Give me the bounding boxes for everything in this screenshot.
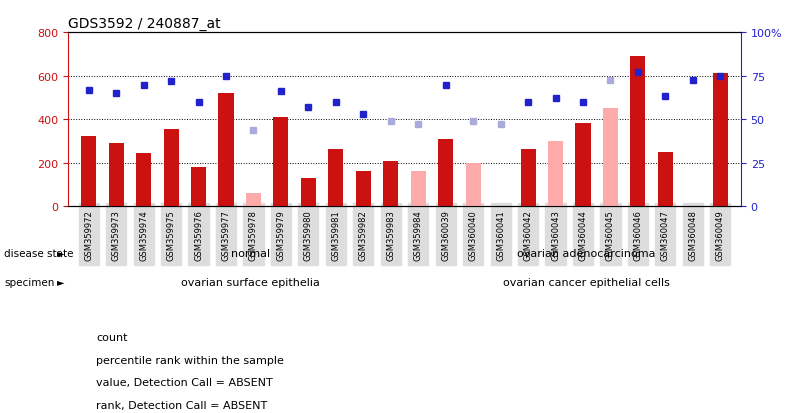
Bar <box>658 152 673 206</box>
Bar <box>191 168 206 206</box>
Bar <box>465 163 481 206</box>
Bar <box>109 144 123 206</box>
Bar <box>136 153 151 206</box>
Bar <box>356 172 371 206</box>
Text: rank, Detection Call = ABSENT: rank, Detection Call = ABSENT <box>96 400 268 410</box>
Bar <box>273 118 288 206</box>
Text: disease state: disease state <box>4 248 74 258</box>
Bar <box>219 94 234 206</box>
Bar <box>246 193 261 206</box>
Bar <box>163 130 179 206</box>
Bar <box>575 124 590 206</box>
Text: ►: ► <box>57 277 64 287</box>
Text: count: count <box>96 332 127 342</box>
Text: specimen: specimen <box>4 277 54 287</box>
Bar <box>301 178 316 206</box>
Text: GDS3592 / 240887_at: GDS3592 / 240887_at <box>68 17 221 31</box>
Text: ovarian adenocarcinoma: ovarian adenocarcinoma <box>517 248 656 258</box>
Bar <box>411 172 426 206</box>
Bar <box>548 142 563 206</box>
Text: normal: normal <box>231 248 270 258</box>
Bar <box>603 109 618 206</box>
Bar <box>521 150 536 206</box>
Bar <box>630 57 646 206</box>
Bar <box>383 162 398 206</box>
Bar <box>438 139 453 206</box>
Text: value, Detection Call = ABSENT: value, Detection Call = ABSENT <box>96 377 273 387</box>
Bar <box>81 137 96 206</box>
Bar <box>713 74 728 206</box>
Text: ovarian surface epithelia: ovarian surface epithelia <box>181 277 320 287</box>
Bar <box>328 150 344 206</box>
Text: percentile rank within the sample: percentile rank within the sample <box>96 355 284 365</box>
Text: ►: ► <box>57 248 64 258</box>
Text: ovarian cancer epithelial cells: ovarian cancer epithelial cells <box>503 277 670 287</box>
